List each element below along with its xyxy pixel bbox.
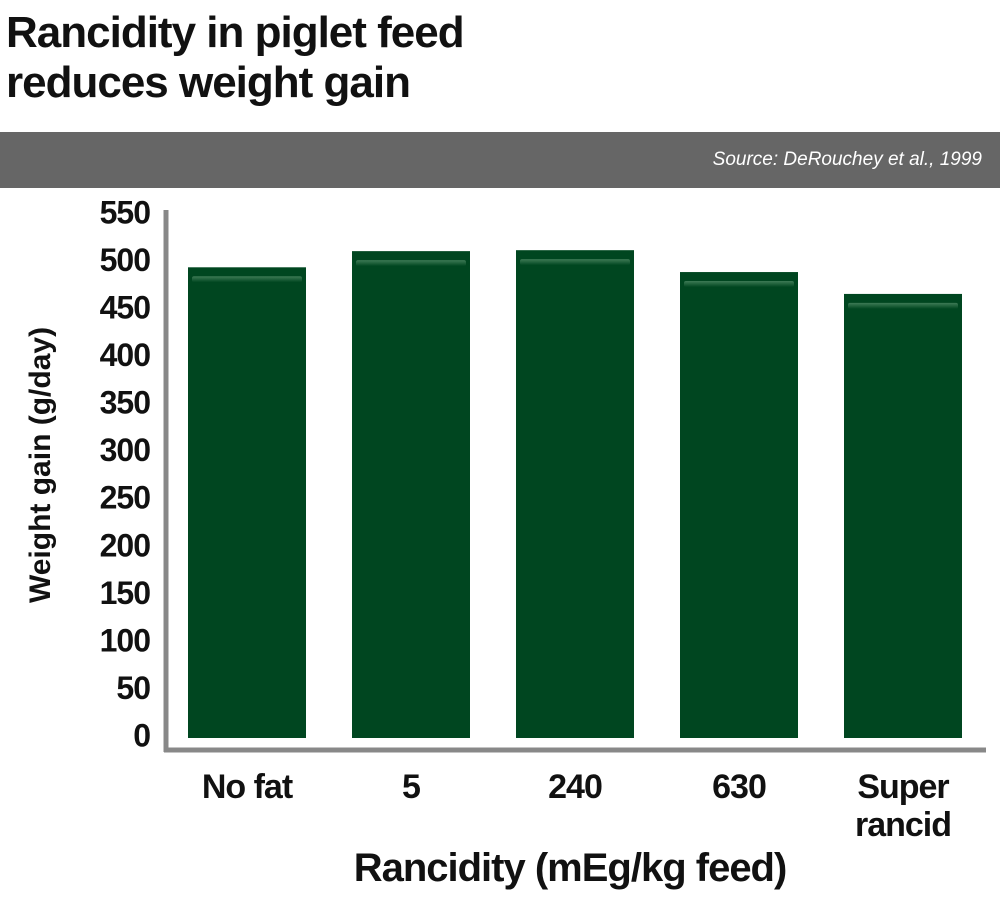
y-tick-label: 550 (100, 194, 151, 230)
x-tick-label: 5 (402, 768, 421, 806)
y-tick-label: 150 (100, 575, 151, 611)
bar-highlight (520, 259, 630, 266)
y-tick-label: 0 (133, 717, 150, 753)
title-line: reduces weight gain (6, 58, 411, 107)
bar (844, 293, 962, 738)
y-tick-label: 200 (100, 527, 151, 563)
x-axis-title: Rancidity (mEg/kg feed) (353, 846, 788, 890)
bar-highlight (192, 276, 302, 283)
y-tick-label: 50 (116, 670, 150, 706)
x-tick-label: No fat (201, 768, 293, 806)
chart-title: Rancidity in piglet feed reduces weight … (6, 8, 465, 108)
bar (680, 272, 798, 738)
bar (352, 251, 470, 738)
x-tick-label: 240 (548, 768, 603, 806)
bar-highlight (684, 281, 794, 288)
y-tick-label: 400 (100, 337, 151, 373)
bar (188, 267, 306, 738)
y-tick-label: 450 (100, 290, 151, 326)
bar-highlight (848, 302, 958, 309)
y-tick-label: 500 (100, 242, 151, 278)
y-tick-label: 250 (100, 480, 151, 516)
bar-highlight (356, 260, 466, 267)
y-tick-label: 350 (100, 385, 151, 421)
y-axis-title: Weight gain (g/day) (24, 327, 57, 603)
x-tick-label: Super rancid (854, 768, 952, 844)
y-tick-label: 300 (100, 432, 151, 468)
title-line: Rancidity in piglet feed (6, 8, 465, 57)
bar (516, 250, 634, 738)
source: Source: DeRouchey et al., 1999 (713, 149, 983, 170)
y-tick-label: 100 (100, 622, 151, 658)
source-band (0, 132, 1000, 188)
x-tick-label: 630 (712, 768, 767, 806)
